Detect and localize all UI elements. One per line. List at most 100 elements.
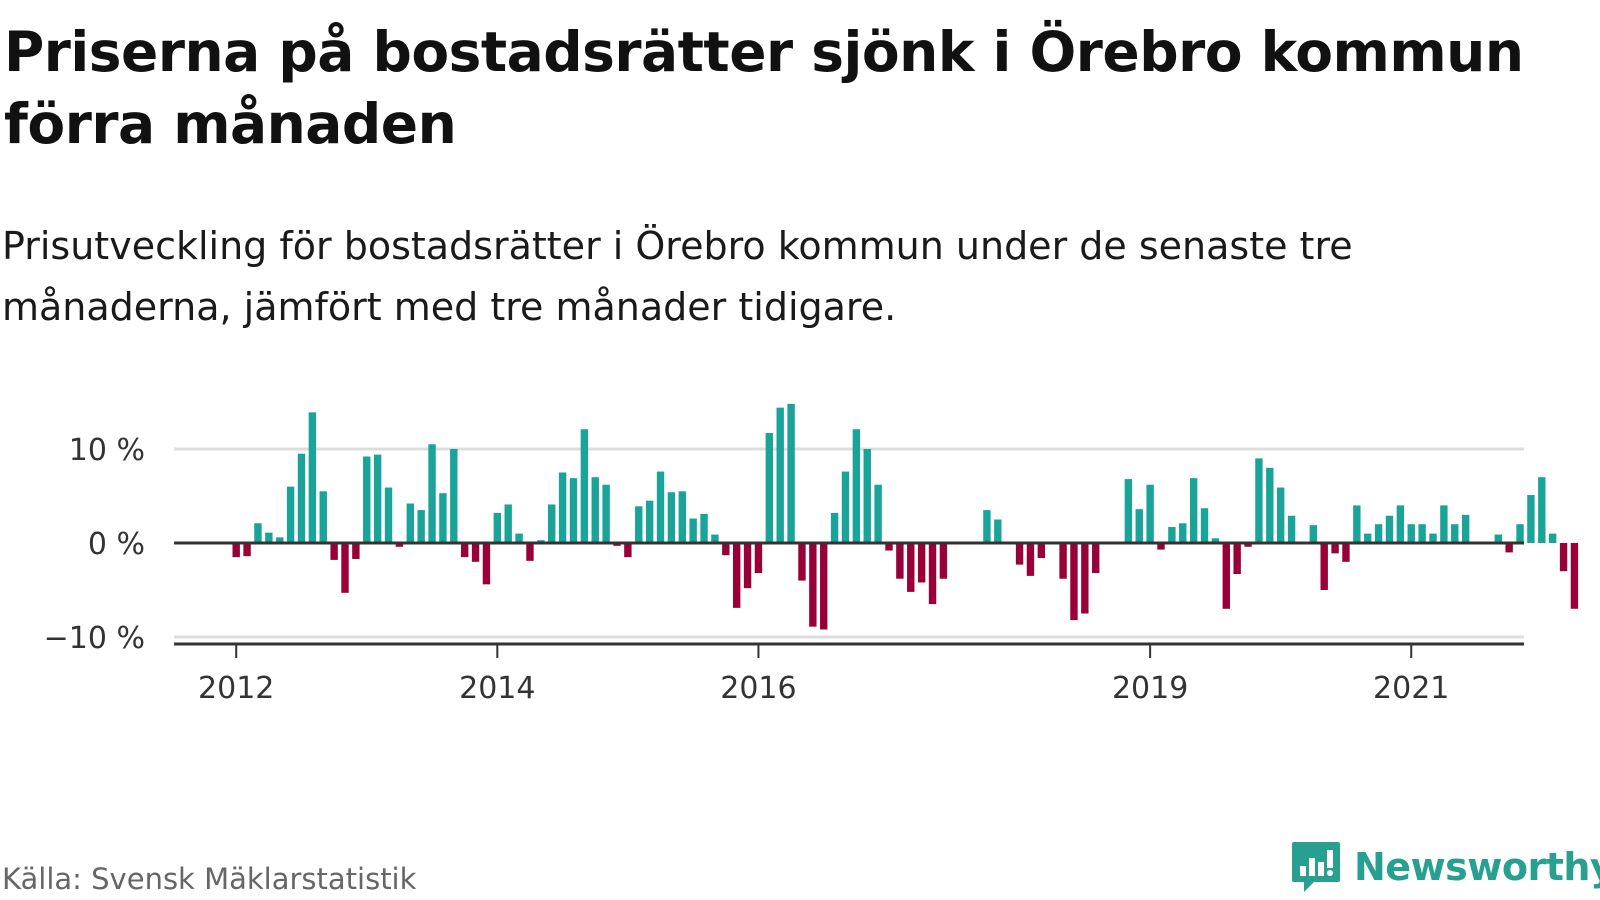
bar-positive <box>678 491 686 543</box>
bar-negative <box>939 543 948 579</box>
bar-positive <box>319 491 327 543</box>
bar-positive <box>428 444 436 543</box>
bar-positive <box>265 532 273 543</box>
bar-positive <box>667 492 676 543</box>
bar-positive <box>1266 467 1274 543</box>
bar-positive <box>254 523 262 543</box>
bar-negative <box>798 543 806 581</box>
bar-positive <box>1287 515 1296 543</box>
bar-positive <box>515 533 523 543</box>
bar-positive <box>1135 509 1143 543</box>
bar-negative <box>395 543 404 547</box>
bar-positive <box>276 537 284 543</box>
bar-negative <box>330 543 338 560</box>
bar-negative <box>1570 543 1579 609</box>
bar-negative <box>885 543 893 551</box>
axes <box>174 541 1524 658</box>
bar-negative <box>460 543 469 558</box>
bar-positive <box>504 504 512 543</box>
bar-negative <box>1342 543 1350 562</box>
bar-positive <box>994 519 1002 543</box>
bar-positive <box>635 506 643 543</box>
bar-negative <box>471 543 480 562</box>
bar-negative <box>1037 543 1046 559</box>
bar-positive <box>852 429 861 543</box>
newsworthy-logo-icon <box>1292 842 1340 892</box>
bar-positive <box>656 471 665 543</box>
bar-positive <box>1200 508 1209 543</box>
bar-negative <box>732 543 741 608</box>
bar-negative <box>1092 543 1100 574</box>
bar-positive <box>1276 487 1285 543</box>
bar-positive <box>700 513 708 543</box>
bar-negative <box>352 543 360 559</box>
bar-positive <box>406 503 414 543</box>
bar-positive <box>1374 524 1383 543</box>
chart-subtitle: Prisutveckling för bostadsrätter i Örebr… <box>2 224 1353 329</box>
bar-positive <box>1353 505 1361 543</box>
bar-positive <box>830 512 839 543</box>
y-tick-label: 10 % <box>69 433 145 468</box>
bar-positive <box>417 510 425 543</box>
bar-negative <box>526 543 534 561</box>
bar-negative <box>1059 543 1067 579</box>
bar-positive <box>297 453 306 543</box>
bar-negative <box>743 543 752 589</box>
bar-positive <box>983 510 991 543</box>
bar-positive <box>602 484 610 543</box>
bar-negative <box>907 543 915 592</box>
bar-positive <box>580 429 589 543</box>
bar-positive <box>286 486 295 543</box>
bar-positive <box>711 534 719 543</box>
bar-positive <box>1461 514 1470 543</box>
bar-positive <box>1527 495 1535 543</box>
bar-positive <box>1538 477 1546 543</box>
bar-positive <box>1211 538 1220 543</box>
bar-negative <box>1505 543 1513 553</box>
x-tick-label: 2016 <box>720 671 796 706</box>
bar-positive <box>493 512 502 543</box>
bar-negative <box>482 543 491 585</box>
bar-positive <box>841 471 850 543</box>
bar-negative <box>820 543 828 630</box>
bars <box>232 403 1579 630</box>
chart-title: Priserna på bostadsrätter sjönk i Örebro… <box>4 20 1524 156</box>
source-note: Källa: Svensk Mäklarstatistik <box>2 862 417 896</box>
x-tick-label: 2014 <box>459 671 535 706</box>
bar-positive <box>591 477 599 543</box>
bar-negative <box>928 543 937 605</box>
bar-positive <box>689 518 697 543</box>
bar-positive <box>439 493 447 543</box>
bar-positive <box>308 412 317 543</box>
y-tick-label: −10 % <box>44 621 145 656</box>
bar-positive <box>1124 479 1133 543</box>
bar-positive <box>548 504 556 543</box>
bar-negative <box>1081 543 1089 614</box>
brand-logo[interactable]: Newsworthy <box>1290 840 1600 894</box>
bar-negative <box>809 543 817 627</box>
bar-positive <box>1429 533 1437 543</box>
bar-positive <box>1364 533 1372 543</box>
bar-positive <box>1168 527 1176 543</box>
bar-negative <box>1070 543 1078 621</box>
bar-negative <box>1157 543 1165 550</box>
bar-positive <box>863 449 871 543</box>
bar-negative <box>243 543 251 557</box>
bar-negative <box>1320 543 1328 590</box>
y-tick-label: 0 % <box>88 527 145 562</box>
bar-positive <box>1396 505 1405 543</box>
bar-positive <box>1189 478 1198 543</box>
bar-positive <box>569 478 578 543</box>
bar-positive <box>1385 515 1394 543</box>
bar-negative <box>232 543 240 558</box>
bar-negative <box>1233 543 1241 575</box>
bar-negative <box>917 543 926 583</box>
bar-negative <box>754 543 763 574</box>
x-tick-label: 2012 <box>198 671 274 706</box>
bar-positive <box>1451 524 1459 543</box>
bar-positive <box>765 433 774 543</box>
bar-positive <box>645 500 654 543</box>
bar-positive <box>1255 458 1263 543</box>
bar-positive <box>1309 525 1318 543</box>
bar-positive <box>1548 533 1557 543</box>
